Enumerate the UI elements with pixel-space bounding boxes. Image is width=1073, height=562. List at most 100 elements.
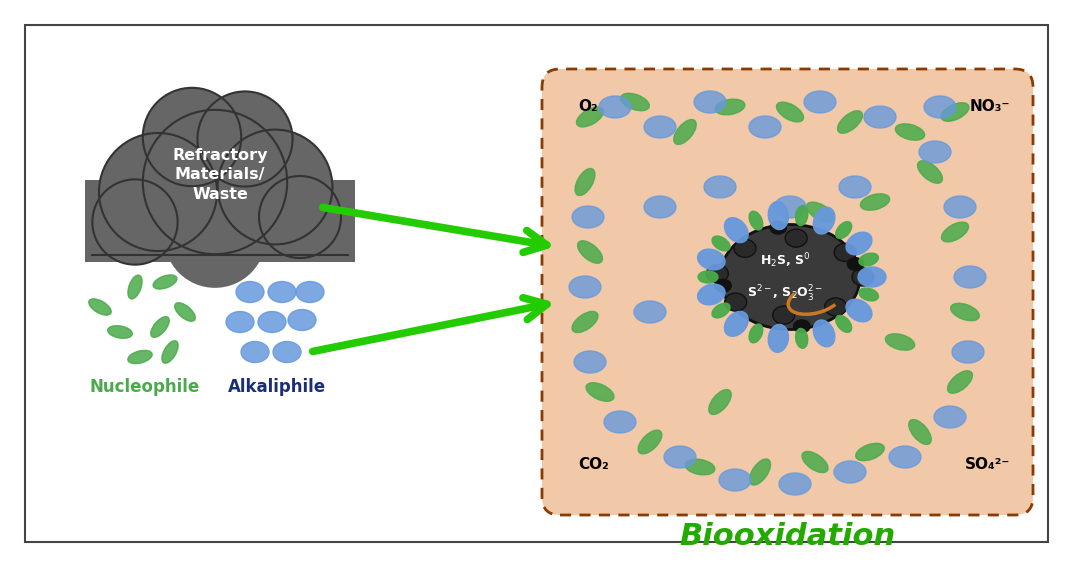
Text: Alkaliphile: Alkaliphile (227, 378, 326, 396)
Ellipse shape (941, 103, 969, 121)
Ellipse shape (846, 232, 872, 255)
Circle shape (218, 130, 333, 244)
Text: Nucleophile: Nucleophile (90, 378, 201, 396)
Ellipse shape (855, 443, 884, 461)
Ellipse shape (804, 91, 836, 113)
Ellipse shape (296, 282, 324, 302)
Ellipse shape (694, 91, 726, 113)
Ellipse shape (749, 116, 781, 138)
Ellipse shape (813, 207, 835, 234)
Ellipse shape (714, 279, 732, 293)
Text: Refractory
Materials/
Waste: Refractory Materials/ Waste (173, 148, 268, 202)
Circle shape (197, 92, 293, 187)
Ellipse shape (706, 265, 729, 283)
Ellipse shape (576, 107, 603, 127)
Ellipse shape (153, 275, 177, 289)
Ellipse shape (724, 217, 748, 243)
Ellipse shape (644, 196, 676, 218)
Text: SO₄²⁻: SO₄²⁻ (965, 457, 1010, 472)
Circle shape (99, 133, 217, 251)
Ellipse shape (858, 267, 886, 287)
Ellipse shape (604, 411, 636, 433)
Ellipse shape (620, 93, 649, 111)
Ellipse shape (699, 271, 718, 283)
Circle shape (143, 88, 241, 186)
Ellipse shape (577, 241, 602, 263)
Ellipse shape (575, 169, 594, 196)
Ellipse shape (749, 459, 770, 485)
Ellipse shape (795, 328, 808, 348)
Ellipse shape (569, 276, 601, 298)
Ellipse shape (909, 420, 931, 445)
Ellipse shape (954, 266, 986, 288)
Ellipse shape (836, 221, 852, 239)
Ellipse shape (674, 120, 696, 144)
Ellipse shape (918, 141, 951, 163)
Text: CO₂: CO₂ (578, 457, 608, 472)
Ellipse shape (644, 116, 676, 138)
Ellipse shape (241, 342, 269, 362)
Ellipse shape (258, 311, 286, 333)
Ellipse shape (273, 342, 302, 362)
Circle shape (259, 176, 341, 258)
Ellipse shape (586, 383, 614, 401)
Ellipse shape (813, 320, 835, 347)
Ellipse shape (834, 243, 856, 261)
Ellipse shape (825, 298, 847, 316)
Text: H$_2$S, S$^0$: H$_2$S, S$^0$ (760, 252, 810, 270)
Ellipse shape (236, 282, 264, 302)
Text: Biooxidation: Biooxidation (679, 522, 896, 551)
Text: O₂: O₂ (578, 99, 598, 114)
Ellipse shape (712, 236, 730, 251)
Ellipse shape (951, 303, 980, 321)
Ellipse shape (719, 469, 751, 491)
Ellipse shape (852, 268, 874, 286)
Text: S$^{2-}$, S$_2$O$_3^{2-}$: S$^{2-}$, S$_2$O$_3^{2-}$ (747, 284, 823, 304)
Ellipse shape (795, 206, 808, 225)
Ellipse shape (836, 315, 852, 332)
Ellipse shape (716, 99, 745, 115)
Ellipse shape (162, 341, 178, 363)
Ellipse shape (793, 319, 811, 333)
Ellipse shape (834, 461, 866, 483)
Ellipse shape (724, 311, 748, 336)
Ellipse shape (128, 350, 152, 364)
Ellipse shape (890, 446, 921, 468)
Ellipse shape (895, 124, 925, 140)
Ellipse shape (572, 206, 604, 228)
Ellipse shape (734, 239, 756, 257)
Ellipse shape (226, 311, 254, 333)
Ellipse shape (686, 459, 715, 475)
Ellipse shape (749, 324, 763, 343)
Ellipse shape (779, 473, 811, 495)
Ellipse shape (947, 371, 972, 393)
Ellipse shape (150, 316, 170, 337)
Ellipse shape (777, 102, 804, 122)
Ellipse shape (774, 196, 806, 218)
Ellipse shape (574, 351, 606, 373)
Ellipse shape (638, 430, 662, 454)
Ellipse shape (846, 299, 872, 322)
Ellipse shape (944, 196, 976, 218)
Ellipse shape (724, 293, 747, 311)
Ellipse shape (664, 446, 696, 468)
Ellipse shape (697, 284, 725, 305)
Ellipse shape (838, 111, 863, 133)
Ellipse shape (89, 299, 112, 315)
Ellipse shape (885, 334, 914, 350)
Ellipse shape (704, 176, 736, 198)
Ellipse shape (709, 389, 731, 414)
Ellipse shape (807, 202, 834, 222)
Ellipse shape (847, 257, 865, 271)
Circle shape (164, 186, 266, 288)
Circle shape (143, 110, 288, 254)
Ellipse shape (952, 341, 984, 363)
Ellipse shape (572, 311, 598, 333)
Ellipse shape (599, 96, 631, 118)
Ellipse shape (858, 288, 879, 301)
Ellipse shape (769, 221, 788, 235)
Ellipse shape (802, 451, 828, 473)
Ellipse shape (941, 222, 969, 242)
Ellipse shape (773, 306, 795, 324)
Text: NO₃⁻: NO₃⁻ (970, 99, 1010, 114)
